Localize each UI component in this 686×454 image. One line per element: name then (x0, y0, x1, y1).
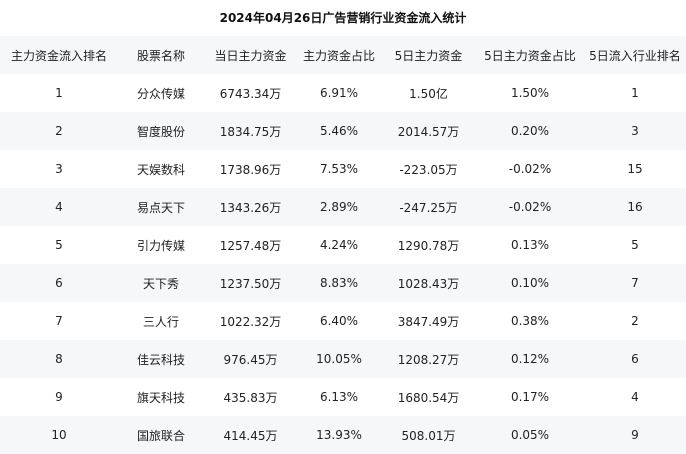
table-row: 2 智度股份 1834.75万 5.46% 2014.57万 0.20% 3 (0, 112, 686, 150)
fund-flow-table: 主力资金流入排名 股票名称 当日主力资金 主力资金占比 5日主力资金 5日主力资… (0, 36, 686, 454)
header-row: 主力资金流入排名 股票名称 当日主力资金 主力资金占比 5日主力资金 5日主力资… (0, 36, 686, 74)
cell-5day-industry-rank: 9 (631, 428, 639, 442)
table-row: 4 易点天下 1343.26万 2.89% -247.25万 -0.02% 16 (0, 188, 686, 226)
cell-daily-main-funds: 414.45万 (223, 428, 278, 443)
cell-5day-main-funds-ratio: 0.17% (510, 390, 550, 404)
cell-daily-main-funds: 1738.96万 (219, 162, 282, 177)
cell-daily-main-funds: 6743.34万 (219, 86, 282, 101)
cell-5day-main-funds: -247.25万 (399, 200, 458, 215)
cell-5day-main-funds-ratio: 0.13% (510, 238, 550, 252)
cell-5day-main-funds: 2014.57万 (397, 124, 460, 139)
table-row: 6 天下秀 1237.50万 8.83% 1028.43万 0.10% 7 (0, 264, 686, 302)
cell-main-funds-ratio: 4.24% (319, 238, 359, 252)
cell-rank: 4 (55, 200, 63, 214)
cell-main-funds-ratio: 6.40% (319, 314, 359, 328)
cell-main-funds-ratio: 6.13% (319, 390, 359, 404)
header-5day-main-funds: 5日主力资金 (394, 48, 463, 63)
cell-stock-name: 易点天下 (136, 200, 185, 215)
cell-5day-main-funds: 1208.27万 (397, 352, 460, 367)
cell-5day-industry-rank: 4 (631, 390, 639, 404)
cell-rank: 10 (51, 428, 67, 442)
table-row: 10 国旅联合 414.45万 13.93% 508.01万 0.05% 9 (0, 416, 686, 454)
header-main-funds-ratio: 主力资金占比 (302, 48, 375, 63)
cell-5day-main-funds: 1290.78万 (397, 238, 460, 253)
cell-rank: 5 (55, 238, 63, 252)
cell-main-funds-ratio: 2.89% (319, 200, 359, 214)
cell-5day-industry-rank: 3 (631, 124, 639, 138)
cell-rank: 8 (55, 352, 63, 366)
cell-daily-main-funds: 976.45万 (223, 352, 278, 367)
header-5day-main-funds-ratio: 5日主力资金占比 (484, 48, 576, 63)
cell-5day-main-funds-ratio: -0.02% (508, 200, 552, 214)
cell-main-funds-ratio: 7.53% (319, 162, 359, 176)
cell-5day-main-funds-ratio: 0.10% (510, 276, 550, 290)
cell-stock-name: 智度股份 (136, 124, 185, 139)
cell-stock-name: 引力传媒 (136, 238, 185, 253)
cell-5day-main-funds-ratio: 0.05% (510, 428, 550, 442)
header-5day-industry-rank: 5日流入行业排名 (589, 48, 681, 63)
table-row: 5 引力传媒 1257.48万 4.24% 1290.78万 0.13% 5 (0, 226, 686, 264)
cell-rank: 2 (55, 124, 63, 138)
cell-rank: 6 (55, 276, 63, 290)
cell-rank: 3 (55, 162, 63, 176)
cell-5day-main-funds: 3847.49万 (397, 314, 460, 329)
cell-5day-main-funds-ratio: 0.12% (510, 352, 550, 366)
cell-5day-main-funds-ratio: 0.20% (510, 124, 550, 138)
cell-5day-main-funds: 508.01万 (401, 428, 456, 443)
cell-rank: 7 (55, 314, 63, 328)
table-row: 3 天娱数科 1738.96万 7.53% -223.05万 -0.02% 15 (0, 150, 686, 188)
table-row: 8 佳云科技 976.45万 10.05% 1208.27万 0.12% 6 (0, 340, 686, 378)
cell-5day-industry-rank: 5 (631, 238, 639, 252)
header-rank: 主力资金流入排名 (10, 48, 107, 63)
cell-5day-industry-rank: 2 (631, 314, 639, 328)
cell-stock-name: 天下秀 (142, 276, 179, 291)
cell-5day-main-funds: 1.50亿 (409, 86, 448, 101)
cell-main-funds-ratio: 5.46% (319, 124, 359, 138)
cell-main-funds-ratio: 8.83% (319, 276, 359, 290)
cell-stock-name: 佳云科技 (136, 352, 185, 367)
cell-5day-main-funds: -223.05万 (399, 162, 458, 177)
cell-daily-main-funds: 1022.32万 (219, 314, 282, 329)
cell-5day-industry-rank: 16 (627, 200, 643, 214)
cell-main-funds-ratio: 13.93% (316, 428, 362, 442)
cell-daily-main-funds: 1834.75万 (219, 124, 282, 139)
cell-stock-name: 旗天科技 (136, 390, 185, 405)
table-row: 1 分众传媒 6743.34万 6.91% 1.50亿 1.50% 1 (0, 74, 686, 112)
cell-5day-main-funds-ratio: 1.50% (510, 86, 550, 100)
cell-daily-main-funds: 435.83万 (223, 390, 278, 405)
cell-stock-name: 分众传媒 (136, 86, 185, 101)
cell-main-funds-ratio: 6.91% (319, 86, 359, 100)
cell-5day-industry-rank: 6 (631, 352, 639, 366)
cell-stock-name: 三人行 (142, 314, 179, 329)
cell-daily-main-funds: 1237.50万 (219, 276, 282, 291)
cell-5day-industry-rank: 1 (631, 86, 639, 100)
cell-5day-industry-rank: 7 (631, 276, 639, 290)
cell-stock-name: 国旅联合 (136, 428, 185, 443)
header-stock-name: 股票名称 (136, 48, 185, 63)
header-daily-main-funds: 当日主力资金 (214, 48, 287, 63)
cell-daily-main-funds: 1343.26万 (219, 200, 282, 215)
cell-stock-name: 天娱数科 (136, 162, 185, 177)
table-row: 7 三人行 1022.32万 6.40% 3847.49万 0.38% 2 (0, 302, 686, 340)
cell-5day-main-funds-ratio: 0.38% (510, 314, 550, 328)
cell-5day-industry-rank: 15 (627, 162, 643, 176)
cell-5day-main-funds: 1680.54万 (397, 390, 460, 405)
table-title: 2024年04月26日广告营销行业资金流入统计 (219, 11, 467, 25)
cell-main-funds-ratio: 10.05% (316, 352, 362, 366)
cell-rank: 1 (55, 86, 63, 100)
table-body: 1 分众传媒 6743.34万 6.91% 1.50亿 1.50% 1 2 智度股份 1834.7… (0, 74, 686, 454)
cell-5day-main-funds-ratio: -0.02% (508, 162, 552, 176)
table-row: 9 旗天科技 435.83万 6.13% 1680.54万 0.17% 4 (0, 378, 686, 416)
cell-5day-main-funds: 1028.43万 (397, 276, 460, 291)
cell-daily-main-funds: 1257.48万 (219, 238, 282, 253)
cell-rank: 9 (55, 390, 63, 404)
